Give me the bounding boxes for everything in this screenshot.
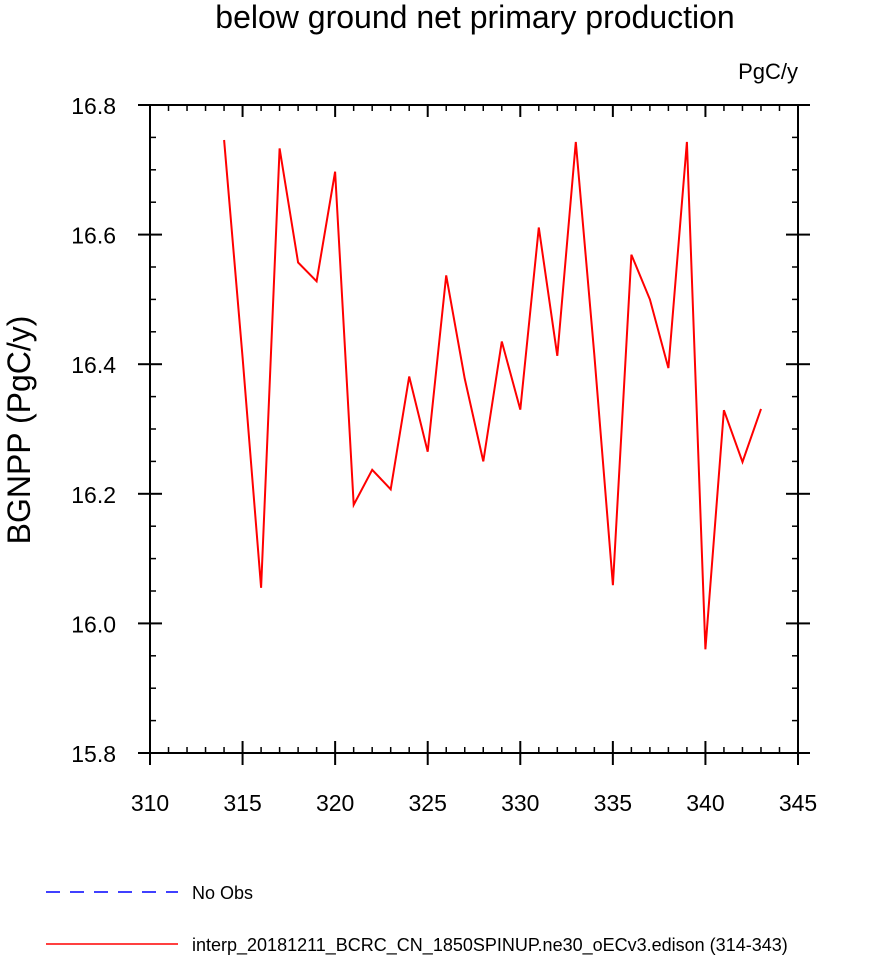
y-tick-label: 16.8 <box>71 93 116 119</box>
y-tick-label: 16.2 <box>71 482 116 508</box>
legend-label-no-obs: No Obs <box>192 883 253 903</box>
x-tick-label: 320 <box>316 790 354 816</box>
legend: No Obs interp_20181211_BCRC_CN_1850SPINU… <box>46 883 788 956</box>
units-label: PgC/y <box>738 59 798 84</box>
x-tick-label: 345 <box>779 790 817 816</box>
chart-title: below ground net primary production <box>215 0 734 35</box>
legend-label-model: interp_20181211_BCRC_CN_1850SPINUP.ne30_… <box>192 935 788 956</box>
y-axis-label: BGNPP (PgC/y) <box>1 316 37 545</box>
y-axis: 15.8 16.0 16.2 16.4 16.6 16.8 <box>71 93 810 767</box>
series-line-model <box>223 139 762 650</box>
x-tick-label: 335 <box>594 790 632 816</box>
plot-border <box>149 104 799 754</box>
x-tick-label: 310 <box>131 790 169 816</box>
y-tick-label: 16.0 <box>71 611 116 637</box>
x-tick-label: 330 <box>501 790 539 816</box>
y-tick-label: 15.8 <box>71 741 116 767</box>
x-tick-label: 340 <box>686 790 724 816</box>
y-tick-label: 16.4 <box>71 352 116 378</box>
plot-frame <box>149 104 799 754</box>
x-tick-label: 315 <box>223 790 261 816</box>
x-tick-label: 325 <box>409 790 447 816</box>
minor-ticks <box>150 105 798 753</box>
x-axis: 310 315 320 325 330 335 340 345 <box>131 105 817 816</box>
y-tick-label: 16.6 <box>71 223 116 249</box>
series-layer <box>223 139 762 650</box>
